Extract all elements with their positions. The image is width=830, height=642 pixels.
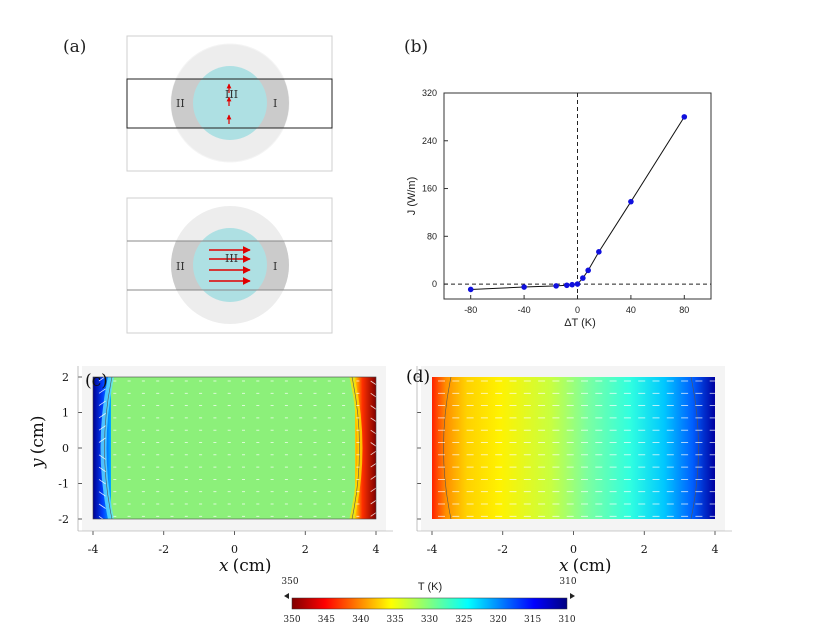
y-tick-label: 1 [62,407,69,420]
y-tick-label: 160 [422,184,437,194]
x-axis-letter: x [559,556,569,576]
colorbar-scale [291,597,568,610]
panel-c-label: (c) [85,371,108,391]
colorbar-left-end: 350 [281,577,298,587]
schematic-top: II III I [126,35,333,172]
data-point [574,281,581,287]
x-axis-unit: (cm) [573,556,612,576]
flux-chart: -80 -40 0 40 80 0 80 160 240 320 ΔT (K) J (W/m) [406,88,712,329]
data-point [585,267,591,274]
x-axis-letter: x [219,556,229,576]
data-point [628,198,634,205]
colorbar-tick-label: 345 [318,615,335,625]
y-tick-label: 80 [427,231,437,241]
x-tick-label: 2 [302,543,309,556]
vector-field [438,380,715,517]
panel-a-label: (a) [63,37,86,57]
y-axis-title: y (cm) [28,415,48,469]
y-tick-label: 0 [62,442,69,455]
x-axis-title-c: x (cm) [219,556,272,576]
panel-d-ticks: -4 -2 0 2 4 [416,366,732,556]
colorbar-tick-label: 335 [387,615,404,625]
x-tick-label: 0 [570,543,577,556]
data-point [521,284,527,290]
panel-b-label: (b) [404,37,428,57]
panel-c-ticks: -4 -2 0 2 4 -2 -1 0 1 2 [58,366,393,556]
series-points [467,114,688,293]
data-point [596,249,602,255]
region-II-label: II [176,97,185,110]
colorbar-right-end: 310 [559,577,576,587]
x-tick-label: 2 [641,543,648,556]
field-panel-d: (d) -4 -2 0 2 4 [406,366,732,556]
colorbar: T (K) 350 310 350 345 340 335 330 325 320 315 31… [281,577,576,625]
colorbar-tick-label: 315 [524,615,541,625]
x-tick-label: 0 [231,543,238,556]
field-panel-c: (c) -4 -2 0 2 4 -2 -1 0 1 2 [58,366,393,556]
x-axis-title-d: x (cm) [559,556,612,576]
x-tick-label: 0 [575,305,580,315]
x-tick-label: 40 [626,305,636,315]
colorbar-title: T (K) [418,581,442,593]
chart-ticks: -80 -40 0 40 80 0 80 160 240 320 [422,88,689,315]
data-point [467,286,474,293]
x-tick-label: 4 [373,543,380,556]
colorbar-tick-label: 325 [455,615,472,625]
data-point [564,282,570,289]
x-tick-label: -40 [518,305,531,315]
y-axis-letter: y [28,458,48,469]
y-tick-label: 2 [62,371,69,384]
colorbar-tick-label: 320 [490,615,507,625]
data-point [569,281,575,288]
x-tick-label: -2 [158,543,169,556]
data-point [580,275,586,281]
x-tick-label: -4 [88,543,99,556]
data-point [553,283,559,289]
y-tick-label: 0 [432,279,437,289]
data-point [681,114,688,120]
chart-x-label: ΔT (K) [564,317,596,329]
x-tick-label: 80 [679,305,689,315]
y-axis-unit: (cm) [28,415,48,454]
region-I-label: I [273,260,277,273]
region-II-label: II [176,260,185,273]
colorbar-ticks: 350 345 340 335 330 325 320 315 310 [283,615,575,625]
vector-field [98,377,376,519]
reference-lines [444,93,711,299]
colorbar-tick-label: 350 [283,615,300,625]
schematic-bottom: II III I [126,197,333,334]
y-tick-label: -1 [58,478,69,491]
x-tick-label: -2 [497,543,508,556]
x-tick-label: 4 [712,543,719,556]
region-III-label: III [225,252,238,265]
y-tick-label: 240 [422,136,437,146]
colorbar-tick-label: 330 [421,615,438,625]
colorbar-tick-label: 340 [352,615,369,625]
chart-y-label: J (W/m) [406,177,418,215]
x-tick-label: -80 [464,305,477,315]
colorbar-tick-label: 310 [558,615,575,625]
region-I-label: I [273,97,277,110]
x-axis-unit: (cm) [233,556,272,576]
y-tick-label: -2 [58,513,69,526]
y-tick-label: 320 [422,88,437,98]
x-tick-label: -4 [427,543,438,556]
region-III-label: III [225,88,238,101]
